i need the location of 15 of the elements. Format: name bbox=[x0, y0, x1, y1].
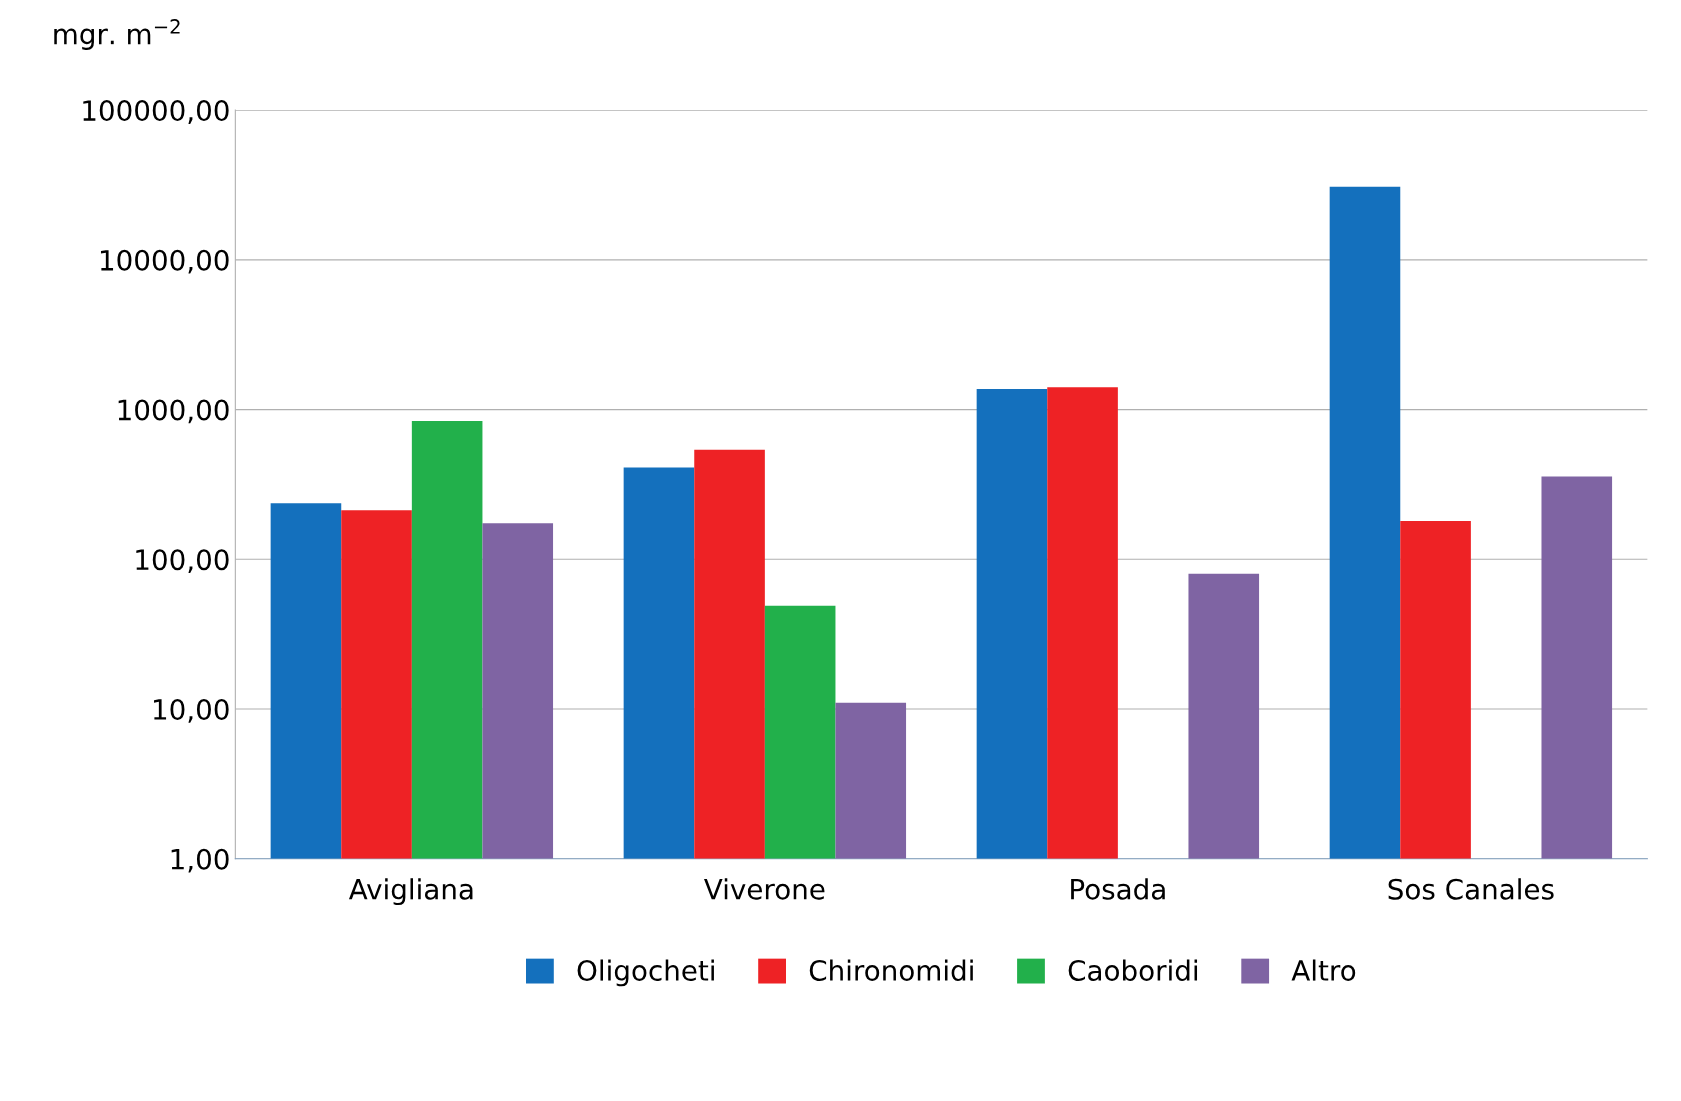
y-tick-label: 10,00 bbox=[154, 698, 229, 723]
x-tick-label: Viverone bbox=[704, 878, 825, 900]
x-tick-label: Sos Canales bbox=[1388, 878, 1554, 900]
y-tick-label: 100000,00 bbox=[83, 100, 229, 124]
x-tick-label: Avigliana bbox=[348, 878, 473, 906]
legend-label: Chironomidi bbox=[809, 959, 973, 981]
legend-label: Oligocheti bbox=[577, 959, 714, 987]
legend-label: Altro bbox=[1291, 959, 1356, 981]
y-tick-label: 1000,00 bbox=[118, 399, 229, 424]
y-axis-title: mgr. m$^{−2}$ bbox=[54, 19, 180, 50]
x-tick-label: Posada bbox=[1071, 878, 1165, 900]
y-tick-label: 100,00 bbox=[136, 549, 229, 574]
y-tick-label: 10000,00 bbox=[100, 249, 229, 274]
legend-label: Caoboridi bbox=[1068, 959, 1198, 981]
y-tick-label: 1,00 bbox=[171, 848, 229, 873]
